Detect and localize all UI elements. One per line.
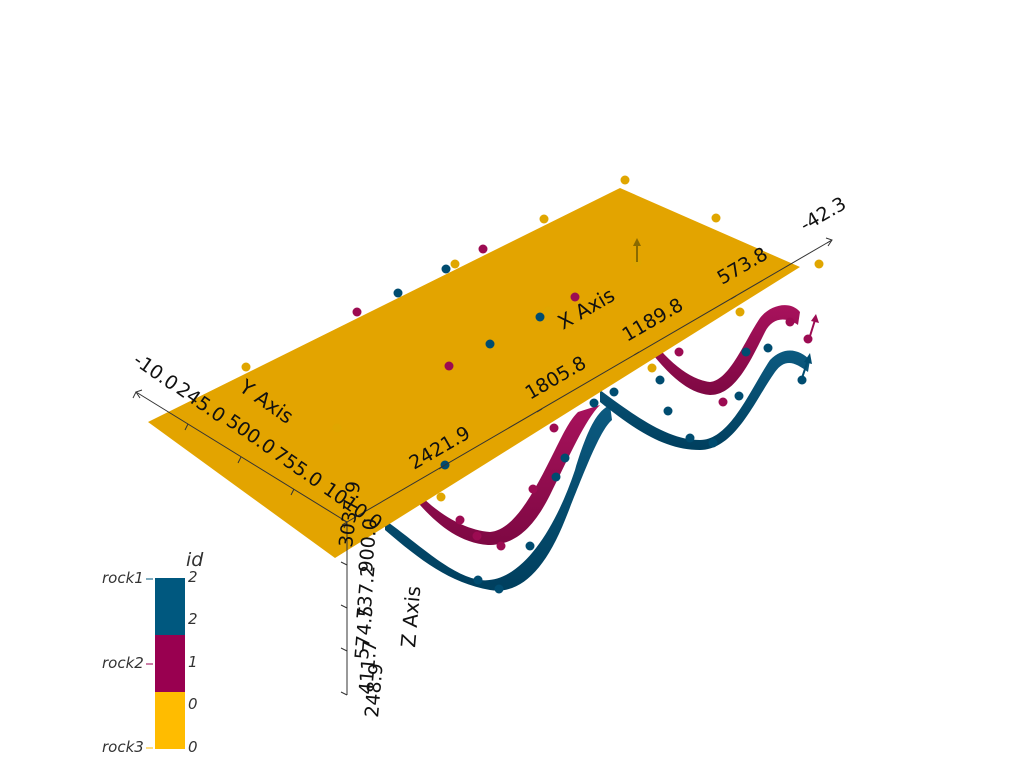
x-tick-label: -42.3: [797, 193, 851, 237]
axis-ticks: [132, 239, 833, 696]
y-axis-tick: [290, 488, 295, 496]
data-point-rock3: [539, 214, 549, 224]
legend-rock-label: rock2: [102, 654, 144, 672]
legend-title: id: [186, 549, 204, 571]
z-axis-ticks: 900.0 737.2 574.5 411.7 248.9: [351, 517, 388, 718]
data-point-rock2: [528, 484, 538, 494]
z-tick-label: 737.2: [353, 564, 380, 620]
data-point-rock1: [734, 391, 744, 401]
data-point-rock1: [441, 264, 451, 274]
data-point-rock2: [718, 397, 728, 407]
z-tick-label: 900.0: [355, 517, 382, 573]
data-point-rock1: [535, 312, 545, 322]
data-point-rock2: [674, 347, 684, 357]
y-axis-line: [135, 391, 348, 523]
data-point-rock2: [472, 531, 482, 541]
x-axis-tick: [633, 351, 640, 356]
data-point-rock3: [332, 423, 342, 433]
data-point-rock2: [785, 317, 795, 327]
orientation-points: [241, 175, 824, 594]
legend-value-label: 1: [188, 653, 198, 671]
data-point-rock3: [735, 307, 745, 317]
z-axis-tick: [340, 561, 348, 566]
y-tick-label: -10.0: [129, 349, 182, 395]
legend-rock-label: rock3: [102, 738, 144, 756]
data-point-rock3: [620, 175, 630, 185]
z-axis-title: Z Axis: [396, 585, 425, 648]
data-point-rock1: [685, 433, 695, 443]
z-tick-label: 248.9: [361, 662, 388, 718]
legend-band-1: [155, 635, 185, 692]
x-axis-tick: [438, 465, 445, 470]
data-point-rock1: [609, 387, 619, 397]
z-axis-tick: [340, 518, 348, 523]
data-point-rock1: [393, 288, 403, 298]
surface-rock1: [385, 350, 810, 591]
legend-value-label: 0: [188, 738, 198, 756]
data-point-rock1: [525, 541, 535, 551]
data-point-rock1: [741, 347, 751, 357]
x-axis-tick: [341, 521, 348, 526]
legend-value-label: 2: [188, 610, 198, 628]
legend-band-2: [155, 578, 185, 635]
data-point-rock3: [436, 492, 446, 502]
data-point-rock1: [589, 398, 599, 408]
data-point-rock1: [663, 406, 673, 416]
z-tick-label: 411.7: [355, 639, 382, 695]
x-axis-tick: [826, 239, 833, 244]
legend-value-label: 2: [188, 568, 198, 586]
z-axis-tick: [340, 647, 348, 652]
z-axis-tick: [340, 691, 348, 696]
legend-value-label: 0: [188, 695, 198, 713]
data-point-rock1: [763, 343, 773, 353]
scalar-bar-legend: id 2 2 1 0 0 rock1 rock2 rock3: [102, 549, 204, 756]
data-point-rock3: [241, 362, 251, 372]
data-point-rock3: [543, 306, 553, 316]
y-axis-tick: [184, 423, 189, 431]
z-axis-tick: [340, 604, 348, 609]
data-point-rock1: [708, 438, 718, 448]
data-point-rock1: [655, 375, 665, 385]
x-axis-line: [346, 239, 833, 523]
data-point-rock2: [496, 541, 506, 551]
z-tick-label: 574.5: [351, 604, 378, 660]
data-point-rock3: [450, 259, 460, 269]
data-point-rock2: [352, 307, 362, 317]
data-point-rock1: [485, 339, 495, 349]
y-axis-tick: [343, 521, 348, 529]
data-point-rock1: [473, 575, 483, 585]
data-point-rock2: [549, 423, 559, 433]
data-point-rock1: [797, 375, 807, 385]
x-axis-tick: [730, 295, 737, 300]
surface-rock3: [148, 188, 800, 558]
y-axis-tick: [237, 456, 242, 464]
x-axis-tick: [536, 408, 543, 413]
orientation-arrows: [633, 238, 819, 379]
legend-band-0: [155, 692, 185, 749]
data-point-rock1: [551, 472, 561, 482]
data-point-rock2: [478, 244, 488, 254]
data-point-rock1: [494, 584, 504, 594]
data-point-rock2: [455, 515, 465, 525]
y-axis-tick: [132, 391, 137, 399]
data-point-rock3: [711, 213, 721, 223]
data-point-rock2: [803, 334, 813, 344]
surface-rock2: [420, 305, 800, 545]
data-point-rock1: [560, 453, 570, 463]
data-point-rock2: [570, 292, 580, 302]
legend-rock-label: rock1: [102, 569, 144, 587]
data-point-rock3: [647, 363, 657, 373]
data-point-rock2: [444, 361, 454, 371]
data-point-rock3: [814, 259, 824, 269]
